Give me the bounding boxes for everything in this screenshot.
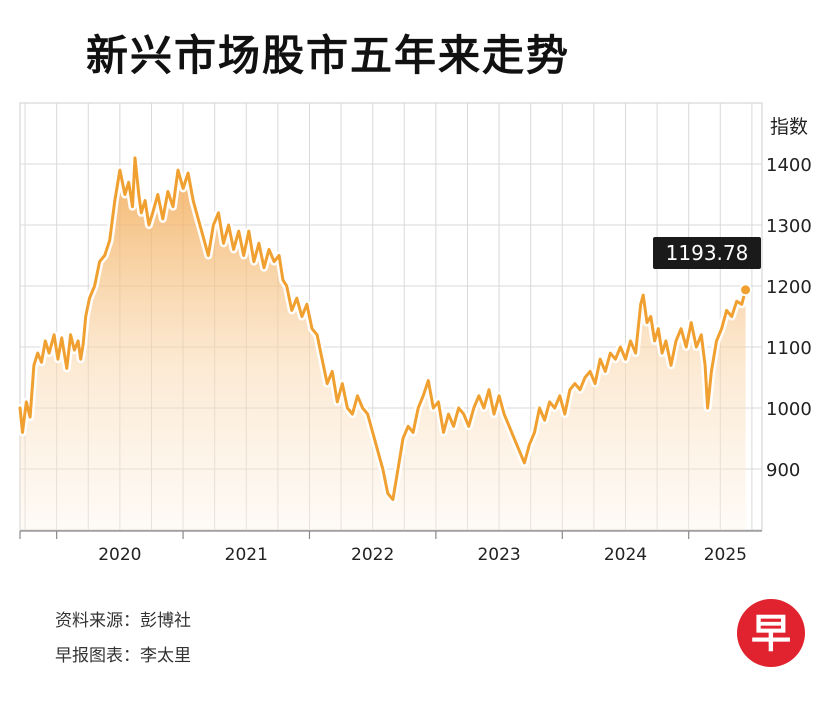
x-tick-label: 2021 xyxy=(225,545,268,565)
y-tick-label: 900 xyxy=(766,460,800,481)
x-tick-label: 2024 xyxy=(604,545,647,565)
y-tick-label: 1000 xyxy=(766,399,812,420)
zaobao-logo: 早 xyxy=(737,599,805,667)
last-value-label: 1193.78 xyxy=(666,241,749,265)
last-point-marker xyxy=(739,283,753,297)
source-note: 资料来源：彭博社 xyxy=(55,611,191,631)
x-tick-label: 2025 xyxy=(704,545,747,565)
y-axis-label: 指数 xyxy=(770,116,808,138)
y-tick-label: 1400 xyxy=(766,155,812,176)
x-tick-label: 2023 xyxy=(477,545,520,565)
line-chart: 2020 2021 2022 2023 2024 2025 900 1000 1100 1200 1… xyxy=(18,102,812,565)
y-tick-label: 1300 xyxy=(766,216,812,237)
credit-note: 早报图表：李太里 xyxy=(55,646,191,666)
chart-title: 新兴市场股市五年来走势 xyxy=(86,31,571,80)
y-tick-label: 1100 xyxy=(766,338,812,359)
y-tick-label: 1200 xyxy=(766,277,812,298)
series-line xyxy=(18,156,748,501)
area-fill xyxy=(20,157,746,530)
last-value-badge xyxy=(653,237,761,269)
logo-glyph: 早 xyxy=(751,611,791,657)
logo-circle xyxy=(737,599,805,667)
x-tick-label: 2022 xyxy=(351,545,394,565)
x-tick-label: 2020 xyxy=(98,545,141,565)
